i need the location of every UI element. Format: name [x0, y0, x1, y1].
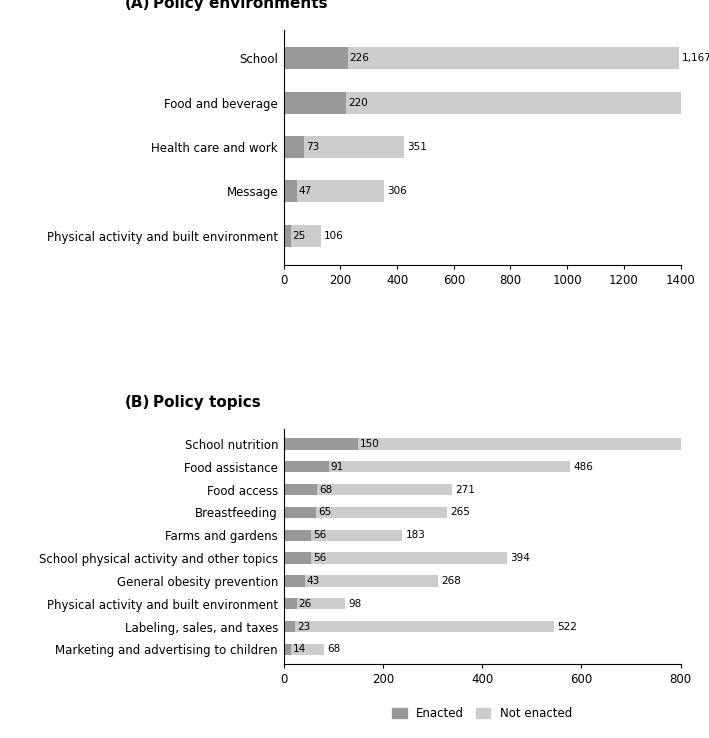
Bar	[311, 530, 402, 541]
Text: 43: 43	[307, 576, 320, 586]
Bar	[305, 575, 438, 587]
Bar	[284, 180, 297, 202]
Text: 73: 73	[306, 142, 320, 152]
Text: 183: 183	[406, 531, 425, 540]
Bar	[284, 438, 358, 449]
Bar	[284, 484, 318, 495]
Text: 265: 265	[450, 508, 471, 517]
Text: 14: 14	[293, 644, 306, 655]
Text: 91: 91	[330, 462, 344, 472]
Text: 306: 306	[387, 187, 407, 196]
Text: 26: 26	[298, 599, 312, 609]
Bar	[284, 575, 305, 587]
Bar	[296, 598, 345, 610]
Text: Policy environments: Policy environments	[152, 0, 327, 11]
Text: 351: 351	[407, 142, 427, 152]
Text: 98: 98	[348, 599, 362, 609]
Text: 220: 220	[348, 97, 368, 108]
Bar	[318, 484, 452, 495]
Text: Policy topics: Policy topics	[152, 396, 260, 410]
Bar	[346, 92, 709, 114]
Text: 522: 522	[557, 621, 577, 632]
Text: 699: 699	[708, 439, 709, 449]
Text: 56: 56	[313, 531, 327, 540]
Bar	[284, 598, 296, 610]
Text: 394: 394	[510, 553, 530, 563]
Bar	[291, 644, 324, 655]
Bar	[284, 644, 291, 655]
Text: 23: 23	[297, 621, 311, 632]
Bar	[316, 507, 447, 518]
Text: 226: 226	[350, 53, 369, 63]
Text: (B): (B)	[125, 396, 150, 410]
Bar	[311, 552, 507, 564]
Bar	[284, 92, 346, 114]
Text: 150: 150	[360, 439, 380, 449]
Text: 268: 268	[441, 576, 461, 586]
Bar	[284, 47, 347, 69]
Bar	[284, 621, 295, 632]
Bar	[347, 47, 679, 69]
Text: 25: 25	[293, 231, 306, 241]
Bar	[284, 224, 291, 246]
Bar	[358, 438, 705, 449]
Bar	[297, 180, 384, 202]
Bar	[291, 224, 320, 246]
Bar	[284, 530, 311, 541]
Text: 47: 47	[299, 187, 312, 196]
Text: 68: 68	[319, 485, 333, 494]
Text: 486: 486	[573, 462, 593, 472]
Text: 1,167: 1,167	[682, 53, 709, 63]
Bar	[295, 621, 554, 632]
Text: 56: 56	[313, 553, 327, 563]
Bar	[329, 461, 570, 472]
Text: 106: 106	[324, 231, 344, 241]
Text: (A): (A)	[125, 0, 150, 11]
Text: 65: 65	[318, 508, 331, 517]
Bar	[284, 136, 304, 158]
Bar	[304, 136, 404, 158]
Text: 271: 271	[455, 485, 475, 494]
Text: 68: 68	[328, 644, 341, 655]
Bar	[284, 461, 329, 472]
Bar	[284, 552, 311, 564]
Bar	[284, 507, 316, 518]
Legend: Enacted, Not enacted: Enacted, Not enacted	[388, 703, 576, 725]
